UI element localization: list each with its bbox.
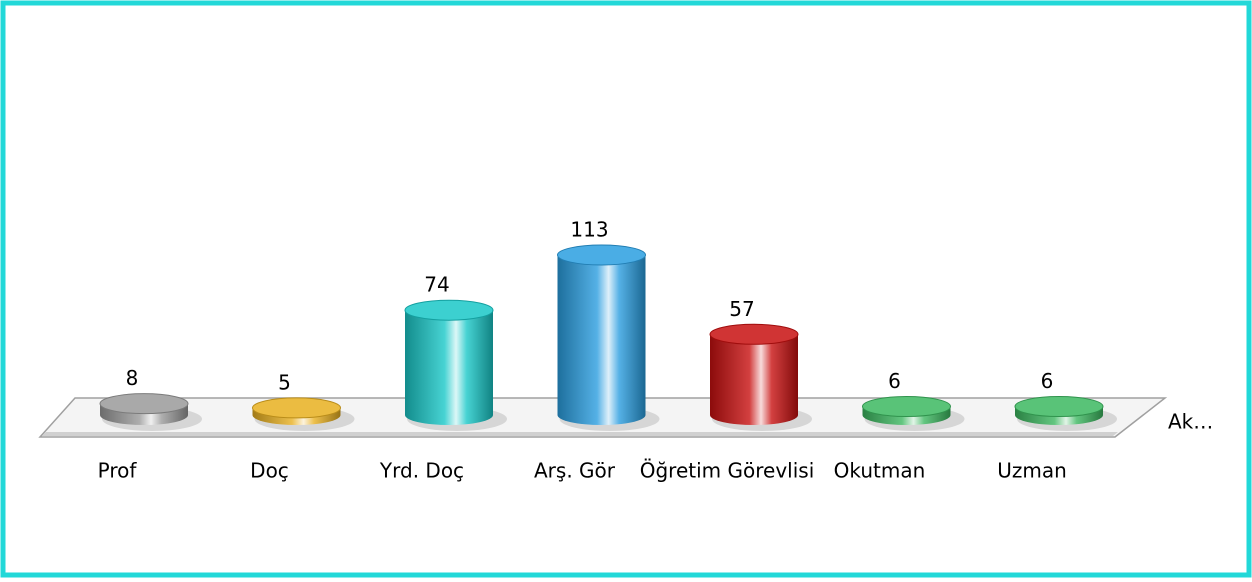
bar-top (404, 299, 494, 321)
x-tick-label: Prof (98, 459, 138, 483)
x-tick-label: Yrd. Doç (379, 459, 464, 483)
x-tick-label: Doç (250, 459, 289, 483)
bar-top (99, 393, 189, 415)
bar-top (1014, 396, 1104, 418)
bar (557, 255, 646, 425)
x-tick-label: Uzman (997, 459, 1067, 483)
value-label: 6 (1041, 369, 1054, 393)
bar (710, 334, 798, 425)
value-label: 113 (570, 218, 608, 242)
bar-top (709, 323, 799, 345)
value-label: 5 (278, 370, 291, 394)
value-label: 8 (126, 366, 139, 390)
bar-top (252, 397, 341, 419)
value-label: 74 (424, 273, 449, 297)
bar-top (862, 396, 951, 418)
series-label: Ak… (1168, 410, 1213, 434)
x-tick-label: Okutman (834, 459, 926, 483)
floor-edge (42, 432, 1118, 436)
value-label: 57 (729, 297, 754, 321)
bar (405, 310, 493, 425)
x-tick-label: Öğretim Görevlisi (640, 459, 815, 483)
bar-top (557, 244, 646, 266)
value-label: 6 (888, 369, 901, 393)
x-tick-label: Arş. Gör (534, 459, 616, 483)
